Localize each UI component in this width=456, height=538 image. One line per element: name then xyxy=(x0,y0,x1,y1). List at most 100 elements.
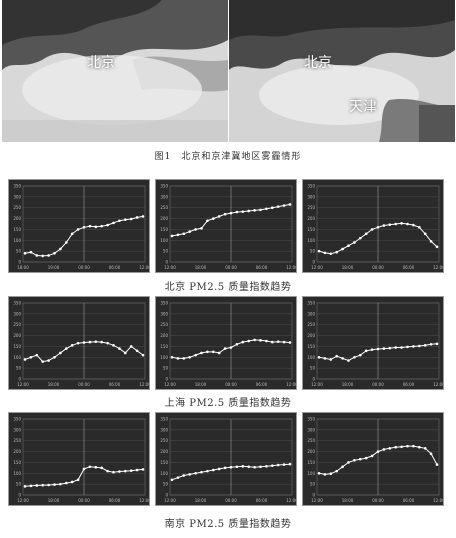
data-point xyxy=(353,241,356,244)
data-point xyxy=(212,217,215,220)
data-point xyxy=(253,338,256,342)
data-point xyxy=(65,241,68,244)
y-tick-label: 350 xyxy=(307,417,315,422)
data-point xyxy=(194,471,197,475)
data-point xyxy=(418,445,421,449)
data-point xyxy=(212,350,215,354)
y-tick-label: 350 xyxy=(160,417,168,422)
data-point xyxy=(364,349,368,353)
chart-panel-nanjing-1: 0 50 100 150 200 250 300 350 12:00 18:00 00:00 06:0… xyxy=(8,412,150,506)
y-tick-label: 300 xyxy=(307,311,315,316)
y-tick-label: 150 xyxy=(160,344,168,349)
data-point xyxy=(194,353,197,357)
data-point xyxy=(276,463,280,467)
data-point xyxy=(347,461,350,464)
data-point xyxy=(317,355,321,359)
data-point xyxy=(253,465,256,469)
data-point xyxy=(347,359,350,362)
x-tick-label: 00:00 xyxy=(225,265,237,270)
y-tick-label: 50 xyxy=(163,249,169,254)
data-point xyxy=(88,340,92,344)
y-tick-label: 300 xyxy=(307,427,315,432)
y-tick-label: 0 xyxy=(18,377,21,382)
data-point xyxy=(129,469,133,472)
data-point xyxy=(418,225,421,229)
data-point xyxy=(70,344,74,347)
x-tick-label: 12:00 xyxy=(164,382,176,387)
y-tick-label: 100 xyxy=(307,238,315,243)
y-tick-label: 150 xyxy=(160,227,168,232)
data-point xyxy=(124,469,127,473)
x-tick-label: 06:00 xyxy=(109,265,121,270)
y-tick-label: 100 xyxy=(307,471,315,476)
y-tick-label: 100 xyxy=(160,238,168,243)
data-point xyxy=(235,465,239,469)
y-tick-label: 100 xyxy=(13,238,21,243)
data-point xyxy=(118,347,121,350)
y-tick-label: 250 xyxy=(307,205,315,210)
y-tick-label: 50 xyxy=(163,366,169,371)
data-point xyxy=(429,452,433,456)
data-point xyxy=(335,354,338,358)
y-tick-label: 200 xyxy=(160,449,168,454)
y-tick-label: 350 xyxy=(307,184,315,189)
data-point xyxy=(59,247,62,251)
chart-panel-nanjing-3: 0 50 100 150 200 250 300 350 12:00 18:00 00:00 06:0… xyxy=(302,412,444,506)
y-tick-label: 0 xyxy=(18,493,21,498)
plot-frame xyxy=(169,185,293,263)
data-point xyxy=(88,465,92,469)
x-tick-label: 18:00 xyxy=(48,382,60,387)
data-point xyxy=(100,224,103,228)
data-point xyxy=(271,340,274,344)
data-point xyxy=(47,359,50,362)
data-point xyxy=(276,205,280,208)
data-point xyxy=(329,252,333,256)
data-point xyxy=(59,482,62,486)
data-point xyxy=(200,470,203,474)
data-point xyxy=(88,224,92,228)
y-tick-label: 150 xyxy=(307,344,315,349)
y-tick-label: 200 xyxy=(307,449,315,454)
x-tick-label: 18:00 xyxy=(48,498,60,503)
data-point xyxy=(53,355,56,359)
data-point xyxy=(394,445,397,449)
plot-frame xyxy=(316,185,440,263)
y-tick-label: 200 xyxy=(307,216,315,221)
data-point xyxy=(335,469,338,473)
data-point xyxy=(282,340,286,344)
data-point xyxy=(176,357,180,360)
y-tick-label: 350 xyxy=(160,301,168,306)
data-point xyxy=(129,217,133,221)
data-point xyxy=(241,465,245,468)
data-point xyxy=(94,465,98,469)
x-tick-label: 12:00 xyxy=(139,498,149,503)
data-point xyxy=(323,473,327,476)
data-point xyxy=(259,339,262,342)
data-point xyxy=(370,348,374,351)
data-point xyxy=(388,447,392,450)
y-tick-label: 300 xyxy=(160,311,168,316)
data-point xyxy=(429,240,433,243)
data-point xyxy=(323,357,327,360)
data-point xyxy=(70,232,74,236)
data-point xyxy=(141,215,145,218)
label-tianjin: 天津 xyxy=(349,99,377,115)
data-point xyxy=(429,342,433,346)
data-point xyxy=(182,232,186,236)
data-point xyxy=(135,216,139,219)
y-tick-label: 350 xyxy=(307,301,315,306)
chart-svg: 0 50 100 150 200 250 300 350 12:00 18:00 00:00 06:0… xyxy=(307,184,443,271)
chart-panel-shanghai-3: 0 50 100 150 200 250 300 350 12:00 18:00 00:00 06:0… xyxy=(302,296,444,390)
data-point xyxy=(206,469,209,473)
data-point xyxy=(353,458,356,462)
data-point xyxy=(364,456,368,460)
x-tick-label: 12:00 xyxy=(164,265,176,270)
data-point xyxy=(341,247,344,251)
data-point xyxy=(212,468,215,472)
x-tick-label: 06:00 xyxy=(403,265,415,270)
data-point xyxy=(406,222,409,226)
x-tick-label: 12:00 xyxy=(433,265,443,270)
x-tick-label: 06:00 xyxy=(403,498,415,503)
data-point xyxy=(194,228,197,231)
y-tick-label: 250 xyxy=(160,205,168,210)
